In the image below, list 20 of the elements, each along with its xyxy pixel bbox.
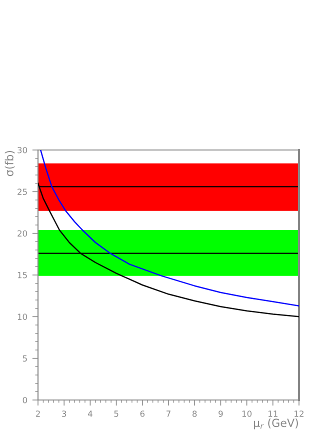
y-tick-label: 0 <box>22 396 28 404</box>
x-axis-title: μ$_{r}$ (GeV) <box>254 418 298 430</box>
x-tick-label: 3 <box>62 410 66 417</box>
y-axis-title: σ(fb) <box>4 150 15 176</box>
y-tick-label: 15 <box>18 272 27 278</box>
y-tick-label: 10 <box>18 314 28 320</box>
y-tick-label: 30 <box>18 146 28 154</box>
y-tick-label: 25 <box>18 188 27 195</box>
x-tick-label: 4 <box>88 410 92 417</box>
x-tick-label: 5 <box>114 410 118 417</box>
x-tick-label: 2 <box>36 410 40 417</box>
y-tick-label: 20 <box>18 230 28 237</box>
x-tick-label: 8 <box>192 410 197 417</box>
y-tick-label: 5 <box>22 355 27 362</box>
x-tick-label: 6 <box>140 410 145 417</box>
x-tick-label: 9 <box>218 410 223 417</box>
x-tick-label: 7 <box>166 410 170 417</box>
x-tick-label: 12 <box>294 410 304 417</box>
x-tick-label: 10 <box>242 410 252 417</box>
x-tick-label: 11 <box>268 410 278 417</box>
